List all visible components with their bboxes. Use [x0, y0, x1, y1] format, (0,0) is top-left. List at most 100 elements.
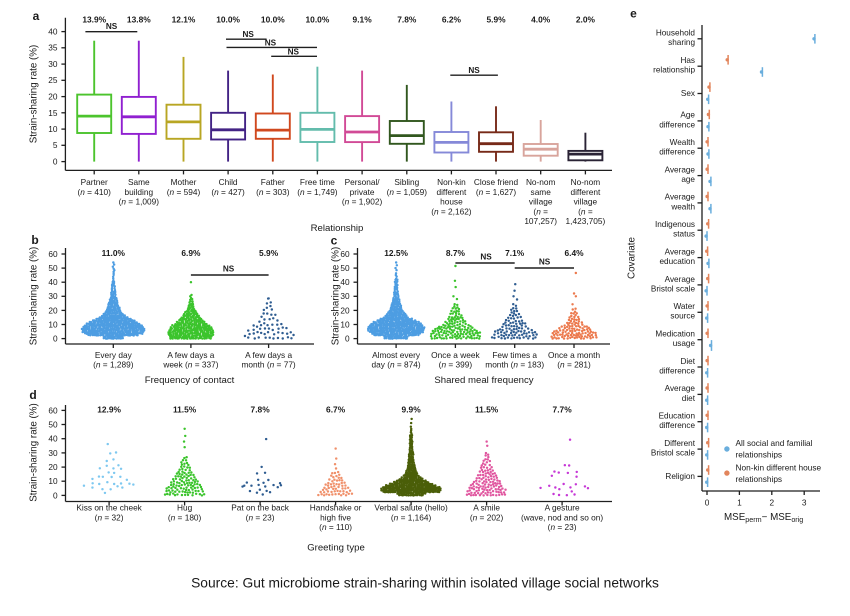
svg-text:25: 25: [48, 75, 58, 85]
svg-text:Personal/: Personal/: [345, 177, 381, 187]
svg-text:(n = 281): (n = 281): [557, 360, 591, 370]
svg-text:Sibling: Sibling: [394, 177, 419, 187]
svg-text:different: different: [436, 187, 467, 197]
svg-text:NS: NS: [288, 47, 300, 56]
svg-text:NS: NS: [480, 252, 492, 261]
svg-text:10: 10: [48, 124, 58, 134]
svg-text:1,423,705): 1,423,705): [566, 216, 606, 226]
svg-text:relationships: relationships: [736, 449, 783, 459]
svg-text:difference: difference: [659, 421, 695, 430]
svg-text:Strain-sharing rate (%): Strain-sharing rate (%): [29, 247, 40, 346]
svg-text:A few days a: A few days a: [245, 350, 292, 360]
svg-text:Handshake or: Handshake or: [310, 503, 362, 513]
svg-text:A gesture: A gesture: [545, 503, 580, 513]
svg-text:(n = 1,164): (n = 1,164): [391, 512, 432, 522]
svg-text:(n = 2,162): (n = 2,162): [431, 206, 472, 216]
svg-text:Average: Average: [665, 247, 696, 256]
svg-text:MSEperm− MSEorig: MSEperm− MSEorig: [724, 512, 803, 524]
svg-text:d: d: [29, 388, 36, 402]
svg-text:(n = 594): (n = 594): [167, 187, 201, 197]
svg-text:Wealth: Wealth: [670, 138, 696, 147]
svg-text:building: building: [124, 187, 153, 197]
svg-text:107,257): 107,257): [524, 216, 557, 226]
svg-text:2: 2: [769, 498, 774, 508]
svg-text:(n = 410): (n = 410): [77, 187, 111, 197]
svg-text:Greeting type: Greeting type: [307, 543, 365, 554]
svg-text:difference: difference: [659, 366, 695, 375]
svg-text:usage: usage: [673, 339, 696, 348]
svg-text:b: b: [31, 233, 38, 247]
svg-text:diet: diet: [682, 394, 696, 403]
svg-text:(n = 202): (n = 202): [470, 512, 504, 522]
svg-text:wealth: wealth: [670, 202, 695, 211]
svg-text:2.0%: 2.0%: [576, 14, 596, 24]
svg-text:0: 0: [53, 334, 58, 344]
svg-text:Free time: Free time: [300, 177, 335, 187]
svg-text:20: 20: [48, 462, 58, 472]
svg-text:(n = 1,749): (n = 1,749): [297, 187, 338, 197]
svg-text:Religion: Religion: [665, 472, 695, 481]
svg-text:11.0%: 11.0%: [102, 248, 126, 258]
svg-text:(n = 1,902): (n = 1,902): [342, 197, 383, 207]
svg-text:11.5%: 11.5%: [475, 405, 499, 415]
svg-text:(n = 23): (n = 23): [548, 522, 577, 532]
svg-text:(n = 399): (n = 399): [439, 360, 473, 370]
svg-text:30: 30: [48, 59, 58, 69]
svg-text:Has: Has: [680, 56, 695, 65]
svg-text:Relationship: Relationship: [311, 223, 364, 234]
svg-text:Covariate: Covariate: [627, 236, 638, 278]
svg-text:35: 35: [48, 43, 58, 53]
svg-text:10.0%: 10.0%: [216, 14, 240, 24]
svg-text:NS: NS: [223, 265, 235, 274]
svg-text:NS: NS: [106, 22, 118, 31]
svg-text:12.5%: 12.5%: [384, 248, 408, 258]
svg-text:Strain-sharing rate (%): Strain-sharing rate (%): [29, 45, 40, 144]
svg-text:13.9%: 13.9%: [82, 14, 106, 24]
svg-text:Average: Average: [665, 275, 696, 284]
svg-text:5.9%: 5.9%: [486, 14, 506, 24]
svg-text:30: 30: [48, 291, 58, 301]
svg-text:Few times a: Few times a: [492, 350, 537, 360]
svg-text:4.0%: 4.0%: [531, 14, 551, 24]
svg-text:9.1%: 9.1%: [353, 14, 373, 24]
svg-text:1: 1: [737, 498, 742, 508]
svg-text:difference: difference: [659, 120, 695, 129]
svg-text:month (n = 183): month (n = 183): [485, 360, 544, 370]
svg-text:Once a week: Once a week: [431, 350, 480, 360]
svg-text:10: 10: [340, 319, 350, 329]
svg-text:relationships: relationships: [736, 474, 783, 484]
svg-text:(n = 1,009): (n = 1,009): [119, 197, 160, 207]
svg-text:(n =: (n =: [533, 206, 548, 216]
svg-text:high five: high five: [320, 512, 351, 522]
svg-text:10: 10: [48, 476, 58, 486]
svg-text:60: 60: [340, 249, 350, 259]
svg-text:(n = 23): (n = 23): [246, 512, 275, 522]
svg-text:different: different: [570, 187, 601, 197]
svg-text:Same: Same: [128, 177, 150, 187]
svg-text:week (n = 337): week (n = 337): [162, 360, 218, 370]
svg-text:Father: Father: [261, 177, 285, 187]
svg-text:difference: difference: [659, 148, 695, 157]
svg-text:(n =: (n =: [578, 206, 593, 216]
svg-text:day (n = 874): day (n = 874): [372, 360, 421, 370]
svg-text:60: 60: [48, 405, 58, 415]
svg-text:A few days a: A few days a: [167, 350, 214, 360]
svg-text:20: 20: [340, 305, 350, 315]
svg-text:5: 5: [53, 140, 58, 150]
svg-text:30: 30: [48, 448, 58, 458]
svg-text:Average: Average: [665, 165, 696, 174]
svg-text:Once a month: Once a month: [548, 350, 601, 360]
svg-text:(n = 32): (n = 32): [95, 512, 124, 522]
svg-text:Every day: Every day: [95, 350, 133, 360]
svg-text:Diet: Diet: [680, 357, 695, 366]
svg-text:7.8%: 7.8%: [251, 405, 271, 415]
svg-text:0: 0: [705, 498, 710, 508]
svg-text:Kiss on the cheek: Kiss on the cheek: [76, 503, 142, 513]
svg-text:Different: Different: [664, 439, 696, 448]
svg-text:6.4%: 6.4%: [564, 248, 584, 258]
svg-text:NS: NS: [539, 257, 551, 266]
svg-text:20: 20: [48, 305, 58, 315]
svg-text:0: 0: [53, 490, 58, 500]
svg-text:Household: Household: [656, 29, 696, 38]
svg-text:Strain-sharing rate (%): Strain-sharing rate (%): [331, 247, 342, 346]
